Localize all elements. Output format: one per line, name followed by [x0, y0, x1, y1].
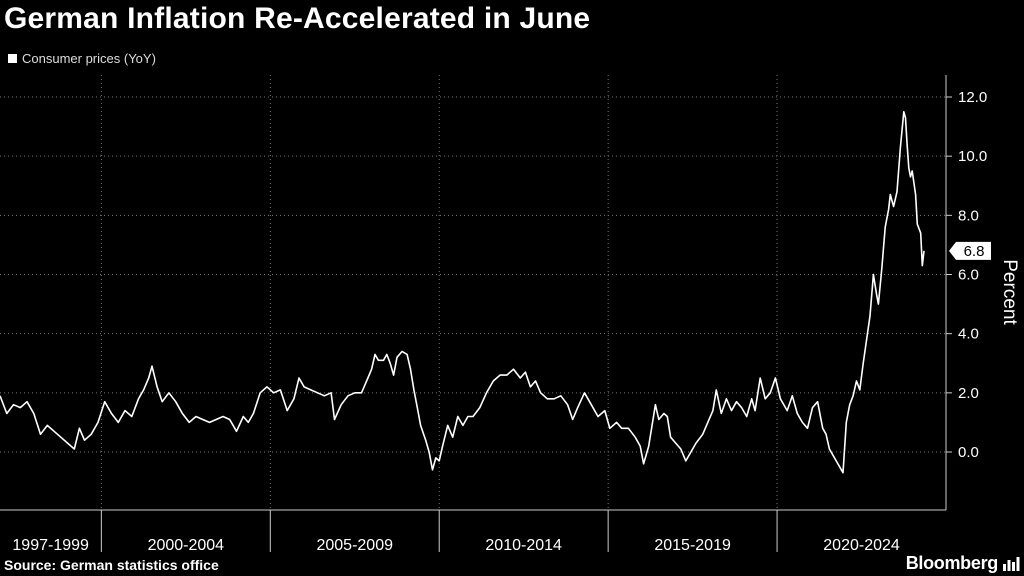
source-note: Source: German statistics office	[4, 557, 219, 573]
series-line-consumer-prices	[0, 111, 925, 474]
grid-lines	[0, 75, 946, 510]
x-tick-label: 2010-2014	[485, 537, 562, 554]
y-tick-label: 0.0	[958, 444, 979, 461]
legend: Consumer prices (YoY)	[8, 51, 156, 66]
legend-swatch	[8, 54, 17, 63]
y-tick-label: 6.0	[958, 267, 979, 284]
y-tick-label: 2.0	[958, 385, 979, 402]
last-value-label: 6.8	[964, 243, 985, 260]
x-tick-label: 1997-1999	[12, 537, 89, 554]
y-axis: 0.0 2.0 4.0 6.0 8.0 10.0 12.0 6.8	[945, 75, 991, 510]
x-tick-label: 2000-2004	[148, 537, 225, 554]
bloomberg-logo: Bloomberg	[905, 553, 999, 573]
y-tick-label: 10.0	[958, 148, 987, 165]
y-tick-label: 4.0	[958, 326, 979, 343]
series-layer	[0, 111, 925, 474]
x-tick-label: 2005-2009	[316, 537, 393, 554]
y-tick-label: 12.0	[958, 89, 987, 106]
y-tick-label: 8.0	[958, 207, 979, 224]
bloomberg-chart-icon	[1003, 557, 1020, 571]
legend-label: Consumer prices (YoY)	[22, 51, 156, 66]
x-axis: 1997-1999 2000-2004 2005-2009 2010-2014 2015…	[0, 509, 946, 554]
x-tick-label: 2015-2019	[654, 537, 731, 554]
chart-title: German Inflation Re-Accelerated in June	[4, 2, 591, 35]
y-axis-label: Percent	[999, 259, 1020, 325]
x-tick-label: 2020-2024	[823, 537, 900, 554]
last-value-callout: 6.8	[949, 241, 991, 260]
last-value-badge	[949, 241, 991, 260]
